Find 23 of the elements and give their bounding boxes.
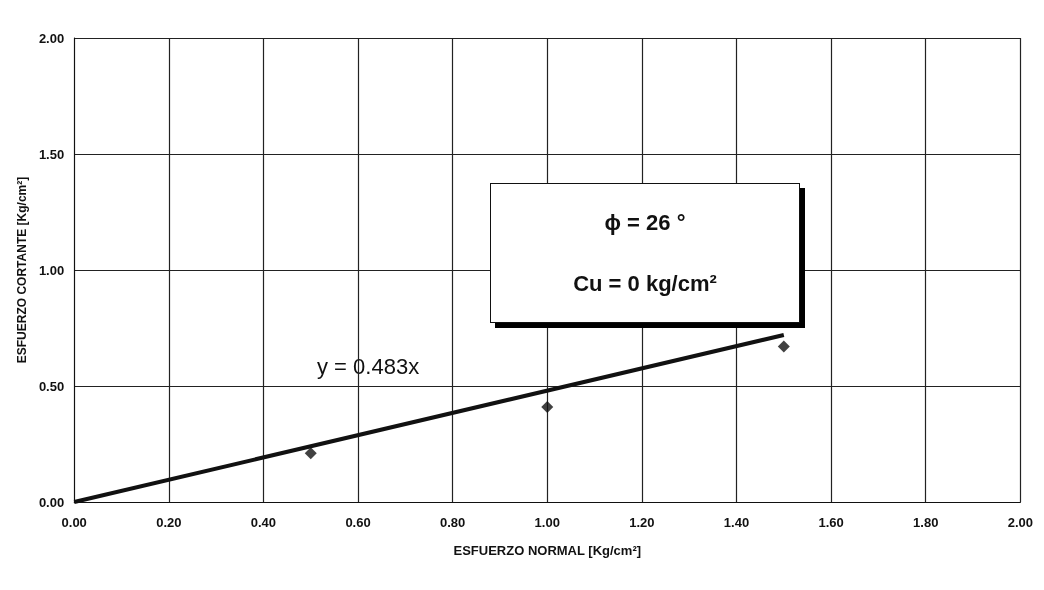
x-tick-label: 2.00 <box>1007 515 1034 530</box>
y-tick-label: 1.50 <box>38 146 65 162</box>
x-tick-label: 1.40 <box>723 515 750 530</box>
point <box>304 447 317 460</box>
y-tick-label: 1.00 <box>38 262 65 278</box>
y-axis-title: ESFUERZO CORTANTE [Kg/cm²] <box>15 176 29 364</box>
annotation: Cu = 0 kg/cm² <box>573 270 717 297</box>
x-tick-label: 1.60 <box>818 515 844 530</box>
x-tick-label: 0.40 <box>250 515 277 530</box>
y-tick-label: 2.00 <box>38 30 65 46</box>
x-tick-label: 0.20 <box>156 515 182 530</box>
x-tick-label: 1.00 <box>534 515 560 530</box>
y-tick-label: 0.00 <box>38 494 65 510</box>
x-tick-label: 0.80 <box>440 515 466 530</box>
point <box>541 400 554 413</box>
x-axis-title: ESFUERZO NORMAL [Kg/cm²] <box>453 543 642 558</box>
point <box>777 340 790 353</box>
annotation: ϕ = 26 ° <box>604 209 686 236</box>
x-tick-label: 1.80 <box>913 515 939 530</box>
x-tick-label: 0.00 <box>61 515 87 530</box>
y-tick-label: 0.50 <box>38 378 65 394</box>
x-tick-label: 0.60 <box>345 515 371 530</box>
x-tick-label: 1.20 <box>629 515 655 530</box>
